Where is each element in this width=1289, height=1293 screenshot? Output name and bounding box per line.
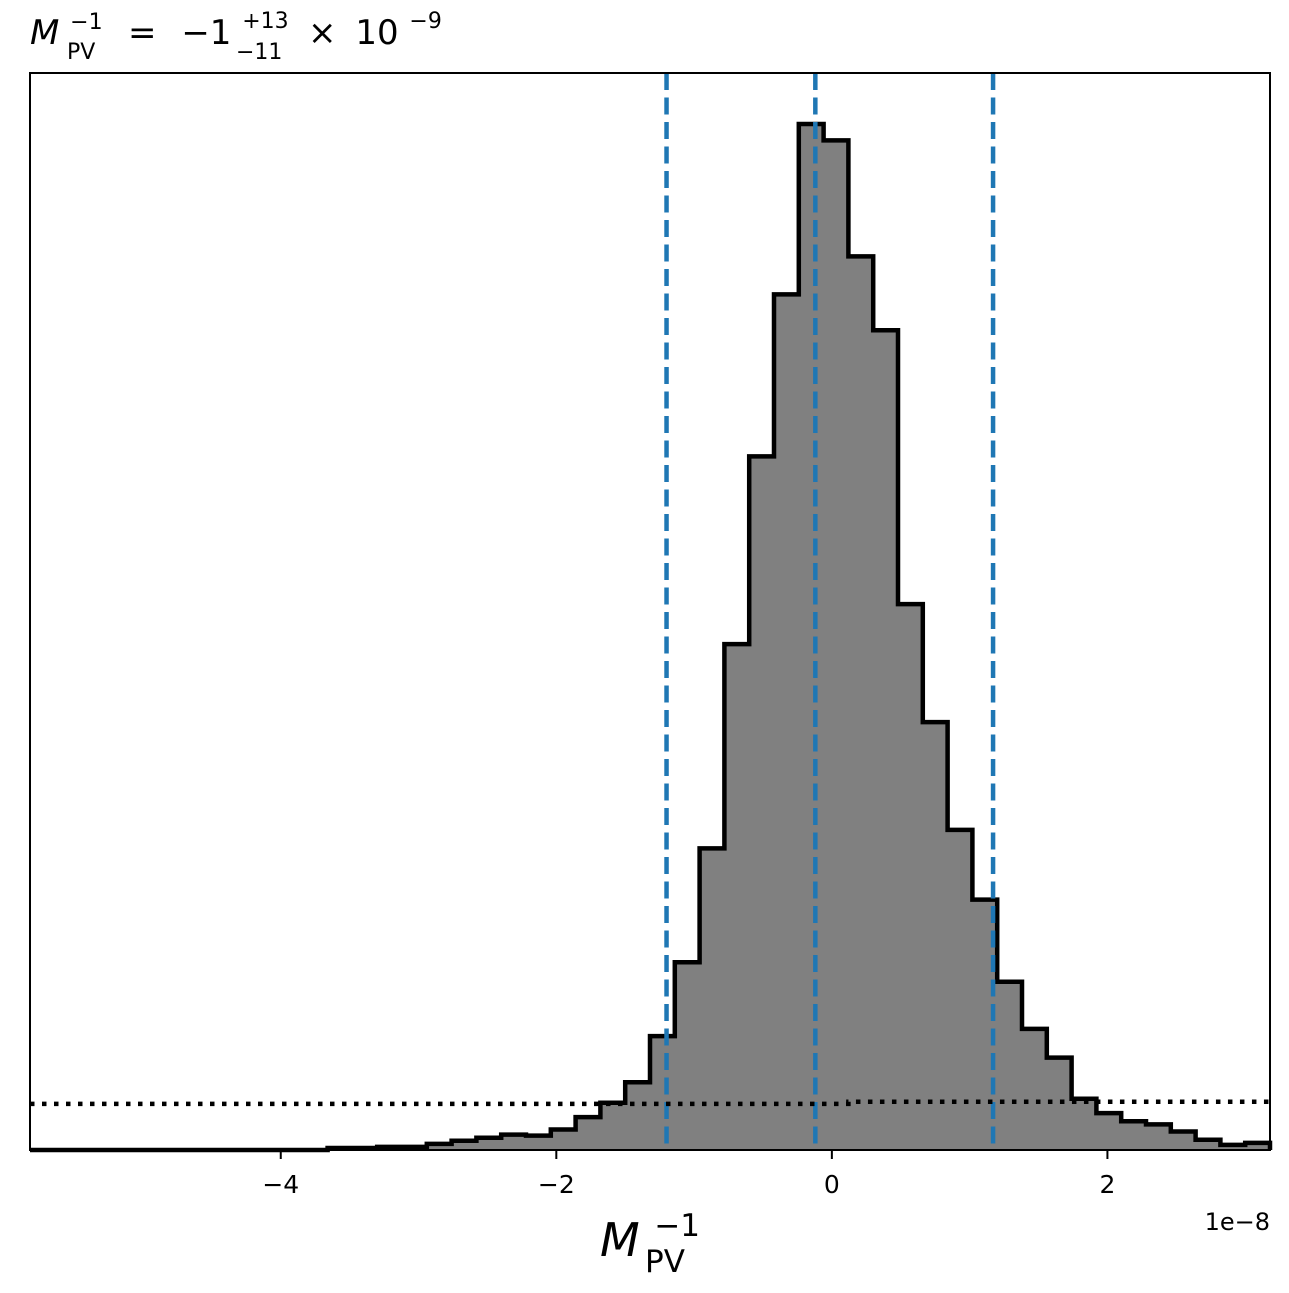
x-axis-label: M −1 PV [600, 1193, 715, 1280]
histogram-outline [30, 121, 1273, 1153]
histogram-bar [526, 1135, 552, 1150]
histogram-bar [650, 1036, 676, 1150]
histogram-bar [1146, 1124, 1172, 1150]
histogram-bar [1220, 1144, 1246, 1150]
plot-frame [29, 72, 1271, 1151]
x-offset-label: 1e−8 [1205, 1208, 1270, 1236]
xlabel-subscript: PV [645, 1244, 685, 1280]
xlabel-symbol: M [600, 1213, 640, 1267]
histogram-layer [30, 121, 1273, 1153]
histogram-bar [947, 829, 973, 1150]
title-value: −1 [181, 13, 231, 53]
title-symbol: M [30, 13, 59, 53]
histogram-bar [1022, 1028, 1048, 1150]
prior-line-layer [30, 1099, 1270, 1107]
x-tick-label: 0 [824, 1170, 840, 1199]
histogram-bar [476, 1137, 502, 1150]
histogram-bar [600, 1102, 626, 1150]
histogram-bar [625, 1082, 651, 1150]
histogram-bar [749, 456, 775, 1150]
title-superscript: −1 [70, 10, 102, 35]
title-lower-error: −11 [236, 40, 282, 65]
title-equals: = [128, 13, 157, 53]
x-tick-label: −2 [538, 1170, 575, 1199]
histogram-bar [550, 1129, 577, 1150]
histogram-bar [1195, 1139, 1221, 1150]
title-upper-error: +13 [242, 9, 288, 34]
histogram-bar [798, 124, 825, 1150]
title-subscript: PV [67, 40, 95, 65]
chart-title: M −1 PV = −1 +13 −11 × 10 −9 [30, 0, 442, 68]
histogram-bar [774, 294, 800, 1150]
histogram-bar [724, 644, 750, 1150]
histogram-bar [873, 330, 899, 1150]
histogram-bar [1121, 1121, 1147, 1150]
histogram-bar [922, 722, 949, 1150]
histogram-bar [898, 604, 924, 1150]
credible-interval-lines [664, 73, 996, 1150]
histogram-bar [699, 848, 725, 1150]
histogram-bar [1096, 1113, 1122, 1150]
histogram-bar [1245, 1142, 1271, 1150]
histogram-bar [823, 140, 849, 1150]
prior-dotted-line [30, 1099, 1270, 1107]
histogram-bar [501, 1134, 527, 1150]
x-tick-label: 2 [1099, 1170, 1115, 1199]
x-tick-label: −4 [262, 1170, 299, 1199]
histogram-bar [674, 962, 701, 1150]
histogram-bar [451, 1140, 477, 1150]
title-times: × [308, 13, 337, 53]
histogram-bar [575, 1117, 601, 1150]
histogram-bar [426, 1143, 453, 1150]
title-base: 10 [355, 13, 398, 53]
histogram-bar [997, 981, 1023, 1150]
histogram-bar [1170, 1131, 1197, 1150]
x-axis-ticks: −4 −2 0 2 [262, 1150, 1115, 1199]
histogram-bar [848, 256, 874, 1150]
xlabel-superscript: −1 [654, 1208, 700, 1244]
histogram-bar [1071, 1098, 1097, 1150]
title-exponent: −9 [409, 9, 441, 34]
